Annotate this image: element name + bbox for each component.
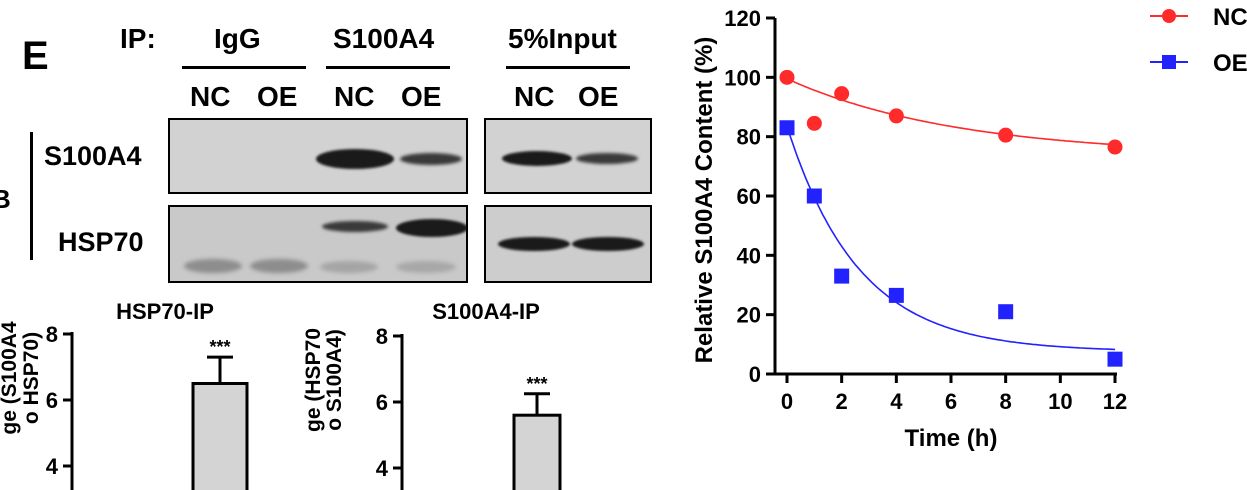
blot-bracket — [30, 132, 33, 260]
data-point-nc — [807, 116, 822, 131]
data-point-nc — [889, 108, 904, 123]
y-axis-label: Relative S100A4 Content (%) — [691, 37, 718, 364]
x-axis-label: Time (h) — [905, 425, 998, 452]
data-point-nc — [834, 86, 849, 101]
blot-ip-s100a4-row — [168, 118, 468, 194]
bar-chart-ylabel: o HSP70) — [20, 332, 43, 424]
blot-side-label: B — [0, 186, 11, 212]
data-point-nc — [1108, 140, 1123, 155]
bar-chart-title: S100A4-IP — [432, 299, 540, 324]
s100a4-underline — [326, 66, 450, 69]
legend-label-oe: OE — [1213, 50, 1247, 77]
x-tick-label: 10 — [1048, 389, 1072, 414]
x-tick-label: 0 — [781, 389, 793, 414]
blot-input-s100a4-row — [484, 118, 652, 194]
bar — [193, 384, 247, 490]
data-point-nc — [998, 128, 1013, 143]
lane-label: NC — [190, 83, 230, 111]
blot-row-label-hsp70: HSP70 — [58, 229, 144, 256]
legend-marker-nc — [1162, 9, 1176, 23]
bar-chart-y-tick-label: 6 — [376, 390, 388, 415]
blot-input-hsp70-row — [484, 205, 652, 283]
input-underline — [506, 66, 630, 69]
legend-label-nc: NC — [1213, 4, 1247, 31]
band-input-hsp70-oe — [572, 237, 644, 251]
band-ig-light-chain — [184, 259, 242, 273]
data-point-oe — [1108, 352, 1123, 367]
bar-chart-y-tick-label: 8 — [376, 324, 388, 349]
band-ig-light-chain — [250, 259, 308, 273]
bar-chart-y-tick-label: 4 — [376, 456, 389, 481]
decay-chart: 0 20 40 60 80 100 120 0 2 4 6 8 10 12 Time (h) Relative… — [687, 0, 1247, 467]
x-tick-label: 4 — [890, 389, 903, 414]
bar — [514, 415, 560, 490]
data-point-oe — [780, 120, 795, 135]
band-s100a4-oe — [400, 153, 462, 165]
x-tick-label: 8 — [1000, 389, 1012, 414]
band-s100a4-nc — [316, 149, 394, 169]
bar-chart-ylabel: o S100A4) — [323, 329, 346, 431]
fit-curve-oe — [787, 126, 1115, 349]
y-tick-label: 40 — [737, 243, 761, 268]
band-hsp70-nc — [322, 221, 388, 232]
data-point-nc — [780, 70, 795, 85]
lane-label: OE — [401, 83, 441, 111]
y-tick-label: 120 — [724, 6, 761, 31]
y-tick-label: 60 — [737, 184, 761, 209]
bar-chart-y-tick-label: 8 — [46, 322, 58, 347]
ip-group-s100a4: S100A4 — [333, 25, 434, 53]
data-point-oe — [807, 189, 822, 204]
lane-label: NC — [514, 83, 554, 111]
lane-label: NC — [334, 83, 374, 111]
bar-chart-ylabel: ge (S100A4 — [0, 321, 21, 435]
ip-group-igg: IgG — [214, 25, 261, 53]
band-input-hsp70-nc — [498, 237, 570, 251]
data-point-oe — [889, 288, 904, 303]
y-tick-label: 20 — [737, 303, 761, 328]
ip-group-input: 5%Input — [508, 25, 617, 53]
bar-chart-y-tick-label: 6 — [46, 388, 58, 413]
ip-prefix: IP: — [120, 25, 156, 53]
data-point-oe — [998, 304, 1013, 319]
x-tick-label: 2 — [836, 389, 848, 414]
data-point-oe — [834, 269, 849, 284]
y-tick-label: 80 — [737, 125, 761, 150]
panel-label: E — [22, 36, 49, 76]
significance-label: *** — [526, 374, 547, 394]
legend-marker-oe — [1162, 55, 1176, 69]
significance-label: *** — [209, 337, 230, 357]
lane-label: OE — [578, 83, 618, 111]
blot-row-label-s100a4: S100A4 — [44, 143, 142, 170]
band-input-s100a4-nc — [502, 151, 572, 166]
bar-chart-title: HSP70-IP — [116, 299, 214, 324]
band-ig-light-chain — [320, 261, 378, 273]
band-ig-light-chain — [396, 261, 456, 273]
lane-label: OE — [257, 83, 297, 111]
bar-chart-ylabel: ge (HSP70 — [302, 328, 325, 432]
band-input-s100a4-oe — [576, 153, 638, 164]
y-tick-label: 100 — [724, 65, 761, 90]
igg-underline — [182, 66, 306, 69]
x-tick-label: 12 — [1103, 389, 1127, 414]
y-tick-label: 0 — [749, 362, 761, 387]
blot-ip-hsp70-row — [168, 205, 468, 283]
band-hsp70-oe — [396, 219, 468, 237]
x-tick-label: 6 — [945, 389, 957, 414]
